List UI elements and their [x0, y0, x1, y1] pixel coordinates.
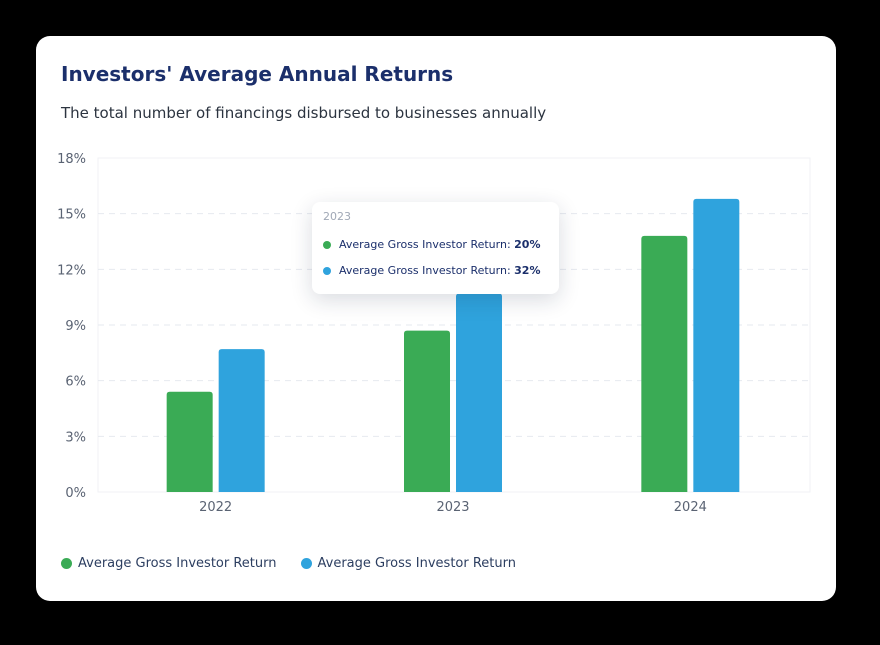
tooltip-label: Average Gross Investor Return:: [339, 238, 511, 251]
legend-item-series-2[interactable]: Average Gross Investor Return: [300, 556, 517, 571]
y-tick-label: 0%: [65, 486, 86, 501]
bar-green-2022: [166, 391, 213, 492]
bar-blue-2024: [693, 198, 740, 493]
chart-title: Investors' Average Annual Returns: [61, 62, 454, 86]
legend-label: Average Gross Investor Return: [317, 556, 517, 571]
y-tick-label: 18%: [57, 152, 86, 167]
legend-dot-green: [61, 558, 72, 569]
tooltip-row-series-1: Average Gross Investor Return: 20%: [323, 238, 541, 251]
y-tick-label: 3%: [65, 430, 86, 445]
bar-green-2024: [641, 235, 688, 492]
tooltip-dot-green: [323, 240, 331, 249]
tooltip-row-series-2: Average Gross Investor Return: 32%: [323, 264, 541, 277]
bar-blue-2022: [218, 349, 265, 492]
legend-item-series-1[interactable]: Average Gross Investor Return: [61, 556, 277, 571]
x-tick-label: 2023: [436, 500, 469, 515]
legend-dot-blue: [300, 558, 312, 569]
tooltip-year: 2023: [323, 210, 351, 223]
tooltip-value: 20%: [514, 238, 541, 251]
chart-subtitle: The total number of financings disbursed…: [61, 104, 547, 122]
x-tick-label: 2024: [674, 500, 707, 515]
y-tick-label: 6%: [65, 375, 86, 390]
y-tick-label: 12%: [57, 263, 86, 278]
y-tick-label: 9%: [65, 319, 86, 334]
tooltip-value: 32%: [514, 264, 541, 277]
bar-green-2023: [404, 330, 450, 492]
legend-label: Average Gross Investor Return: [78, 556, 277, 571]
chart-tooltip: 2023 Average Gross Investor Return: 20% …: [312, 202, 559, 294]
tooltip-label: Average Gross Investor Return:: [339, 264, 511, 277]
x-tick-label: 2022: [199, 500, 232, 515]
bar-blue-2023: [456, 293, 502, 492]
chart-legend: Average Gross Investor Return Average Gr…: [61, 556, 540, 571]
tooltip-dot-blue: [323, 266, 331, 275]
y-tick-label: 15%: [57, 208, 86, 223]
